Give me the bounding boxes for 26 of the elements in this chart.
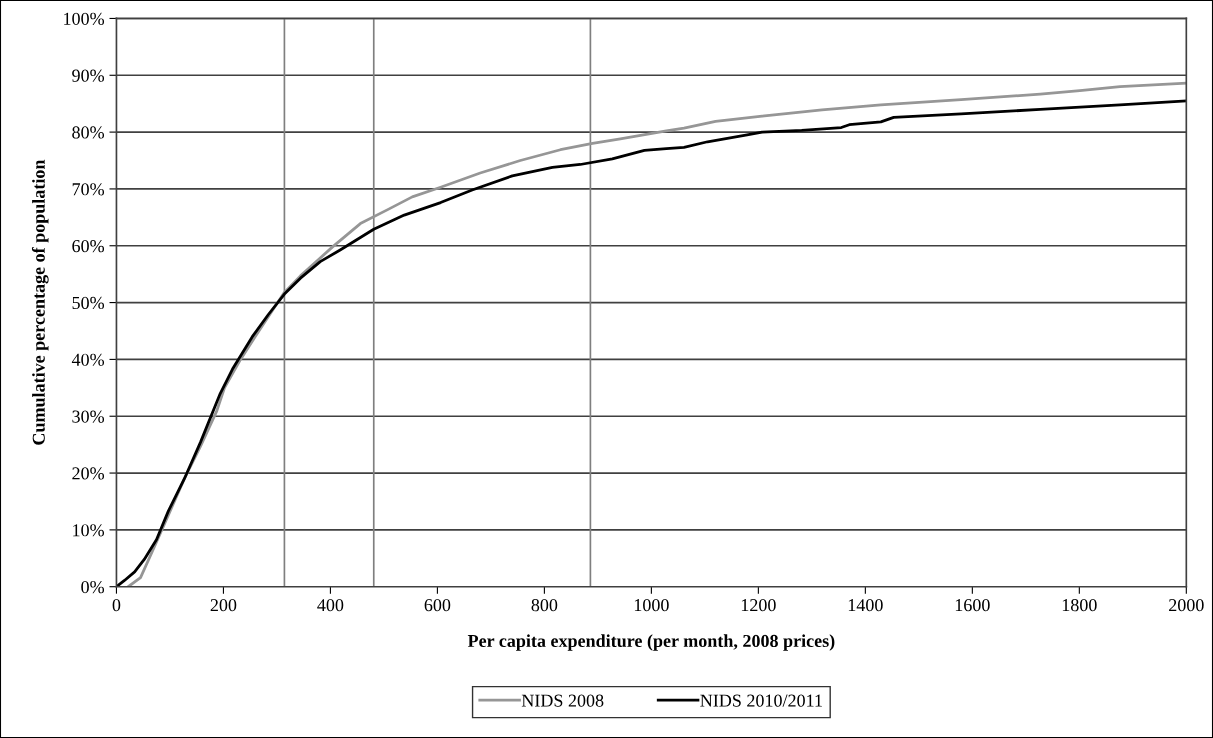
legend-label: NIDS 2008 [521, 694, 604, 707]
x-tick-label: 1400 [848, 599, 883, 612]
x-tick-label: 400 [317, 599, 344, 612]
x-tick-label: 600 [424, 599, 451, 612]
x-tick-label: 1600 [955, 599, 990, 612]
y-tick-label: 50% [72, 296, 105, 310]
x-tick-label: 1800 [1062, 599, 1097, 612]
y-tick-label: 30% [72, 410, 105, 423]
x-tick-label: 800 [531, 599, 558, 612]
y-tick-label: 0% [81, 580, 105, 594]
x-tick-label: 0 [112, 599, 121, 612]
y-tick-label: 10% [73, 524, 105, 537]
x-tick-label: 1000 [634, 599, 669, 612]
y-tick-label: 20% [72, 467, 105, 480]
legend-label: NIDS 2010/2011 [700, 694, 822, 707]
y-tick-label: 60% [72, 240, 105, 253]
x-tick-label: 1200 [741, 599, 776, 612]
x-tick-label: 2000 [1169, 599, 1204, 612]
x-axis-title: Per capita expenditure (per month, 2008 prices) [467, 634, 835, 651]
y-tick-label: 40% [71, 353, 105, 366]
y-tick-label: 90% [72, 69, 105, 82]
y-tick-label: 80% [72, 126, 105, 139]
y-tick-label: 100% [64, 12, 105, 25]
y-tick-label: 70% [72, 183, 105, 196]
x-tick-label: 200 [210, 599, 237, 612]
y-axis-title: Cumulative percentage of population [31, 159, 49, 445]
